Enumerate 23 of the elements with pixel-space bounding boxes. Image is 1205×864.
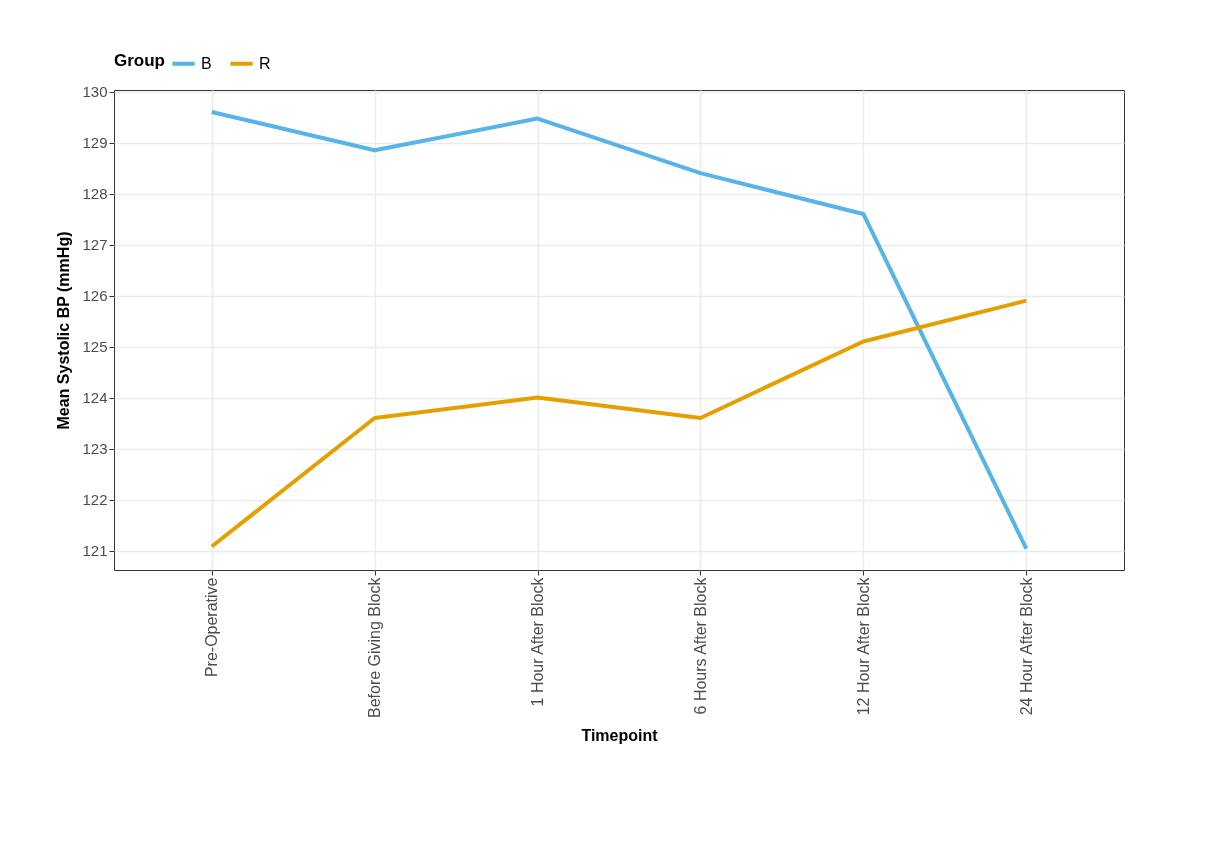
- x-tick-label: Pre-Operative: [203, 577, 221, 678]
- x-tick-label: Before Giving Block: [366, 576, 384, 719]
- x-tick-label: 6 Hours After Block: [691, 576, 709, 715]
- y-tick-label: 128: [82, 185, 108, 203]
- line-series: [209, 298, 1029, 549]
- x-tick-label: 12 Hour After Block: [854, 576, 872, 716]
- y-tick-label: 123: [82, 440, 108, 458]
- y-axis-title: Mean Systolic BP (mmHg): [55, 231, 73, 430]
- y-tick-label: 130: [82, 83, 108, 101]
- legend-label: B: [201, 54, 212, 72]
- x-tick-label: 24 Hour After Block: [1017, 576, 1035, 716]
- y-tick-label: 126: [82, 287, 108, 305]
- y-tick-label: 129: [82, 134, 108, 152]
- y-tick-label: 125: [82, 338, 108, 356]
- x-axis-title: Timepoint: [581, 727, 659, 745]
- y-tick-label: 122: [82, 491, 108, 509]
- legend-label: R: [259, 54, 271, 72]
- y-tick-label: 127: [82, 236, 108, 254]
- y-tick-label: 121: [82, 542, 108, 560]
- y-tick-label: 124: [82, 389, 108, 407]
- legend-title: Group: [114, 51, 165, 70]
- x-tick-label: 1 Hour After Block: [529, 576, 547, 707]
- line-series: [209, 109, 1029, 551]
